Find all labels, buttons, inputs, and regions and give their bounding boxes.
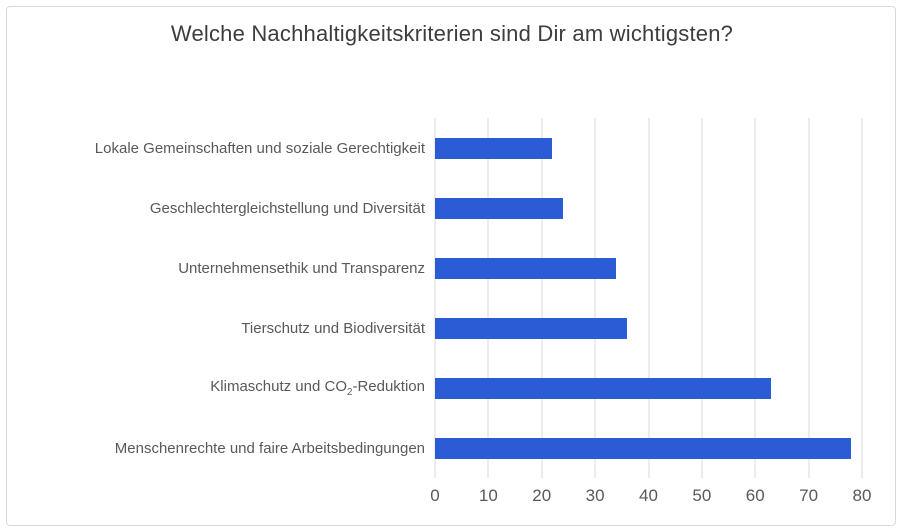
category-axis: Lokale Gemeinschaften und soziale Gerech… <box>8 118 425 478</box>
gridline <box>487 118 489 478</box>
gridline <box>808 118 810 478</box>
gridline <box>594 118 596 478</box>
bar-row <box>435 418 862 478</box>
x-tick-label: 0 <box>430 486 440 505</box>
chart-title-wrap: Welche Nachhaltigkeitskriterien sind Dir… <box>0 18 904 50</box>
x-tick-label: 60 <box>745 486 765 505</box>
gridline <box>701 118 703 478</box>
bar <box>435 197 564 219</box>
gridline <box>541 118 543 478</box>
category-label: Tierschutz und Biodiversität <box>241 319 425 337</box>
category-label: Klimaschutz und CO2-Reduktion <box>210 378 425 398</box>
bar <box>435 317 628 339</box>
chart-title: Welche Nachhaltigkeitskriterien sind Dir… <box>170 21 734 46</box>
gridline <box>861 118 863 478</box>
category-label: Geschlechtergleichstellung und Diversitä… <box>149 199 425 217</box>
category-row: Menschenrechte und faire Arbeitsbedingun… <box>8 418 425 478</box>
bar-row <box>435 178 862 238</box>
category-label: Menschenrechte und faire Arbeitsbedingun… <box>114 439 425 457</box>
x-tick-label: 70 <box>799 486 819 505</box>
bar <box>435 437 852 459</box>
x-tick-label: 40 <box>639 486 658 505</box>
x-tick-label: 30 <box>585 486 605 505</box>
bar-row <box>435 298 862 358</box>
category-row: Geschlechtergleichstellung und Diversitä… <box>8 178 425 238</box>
bar-row <box>435 118 862 178</box>
bar <box>435 137 553 159</box>
category-row: Lokale Gemeinschaften und soziale Gerech… <box>8 118 425 178</box>
bar-row <box>435 238 862 298</box>
x-tick-label: 10 <box>478 486 498 505</box>
gridline <box>754 118 756 478</box>
bar-row <box>435 358 862 418</box>
category-row: Unternehmensethik und Transparenz <box>8 238 425 298</box>
x-axis: 0 10 20 30 40 50 60 70 80 <box>430 486 871 510</box>
gridline <box>648 118 649 478</box>
gridline <box>434 118 436 478</box>
category-label: Unternehmensethik und Transparenz <box>178 259 425 277</box>
x-tick-label: 20 <box>532 486 552 505</box>
plot-area <box>434 118 863 478</box>
category-row: Tierschutz und Biodiversität <box>8 298 425 358</box>
bar <box>435 257 617 279</box>
bar <box>435 377 772 399</box>
bars <box>435 118 862 478</box>
x-tick-label: 80 <box>852 486 872 505</box>
category-label: Lokale Gemeinschaften und soziale Gerech… <box>94 139 425 157</box>
category-row: Klimaschutz und CO2-Reduktion <box>8 358 425 418</box>
x-tick-label: 50 <box>692 486 712 505</box>
